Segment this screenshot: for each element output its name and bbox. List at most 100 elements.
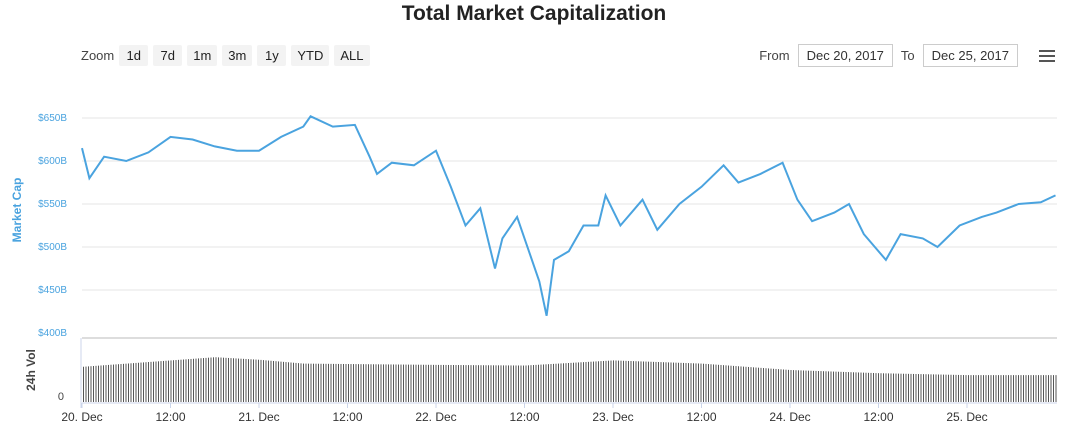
volume-bar: [178, 359, 179, 402]
volume-bar: [420, 364, 422, 402]
volume-bar: [908, 373, 909, 402]
volume-bar: [250, 359, 252, 402]
volume-bar: [108, 364, 109, 402]
zoom-1m-button[interactable]: 1m: [187, 45, 218, 66]
volume-bar: [988, 375, 989, 402]
volume-bar: [823, 371, 824, 402]
volume-bar: [175, 360, 177, 402]
zoom-ytd-button[interactable]: YTD: [291, 45, 330, 66]
volume-bar: [235, 358, 237, 402]
volume-bar: [715, 364, 717, 402]
volume-bar: [828, 371, 829, 402]
volume-bar: [963, 375, 964, 402]
volume-bar: [680, 362, 682, 402]
volume-bar: [213, 357, 214, 402]
volume-bar: [1008, 375, 1009, 402]
volume-bar: [703, 363, 704, 402]
volume-bar: [93, 366, 94, 402]
volume-bar: [923, 374, 924, 402]
volume-bar: [313, 363, 314, 402]
volume-bar: [445, 364, 447, 402]
volume-bar: [278, 361, 279, 402]
volume-bar: [735, 366, 737, 402]
volume-bar: [270, 360, 272, 402]
from-date-input[interactable]: Dec 20, 2017: [797, 44, 893, 67]
to-date-input[interactable]: Dec 25, 2017: [922, 44, 1018, 67]
hamburger-icon[interactable]: [1039, 50, 1055, 65]
volume-bar: [150, 361, 152, 402]
volume-bar: [85, 366, 87, 402]
volume-bar: [298, 363, 299, 402]
volume-bar: [1025, 375, 1027, 402]
volume-bar: [768, 368, 769, 402]
x-tick-label: 22. Dec: [415, 410, 456, 424]
volume-bar: [890, 373, 892, 402]
volume-bar: [450, 364, 452, 402]
volume-bar: [180, 359, 182, 402]
volume-bar: [380, 364, 382, 402]
volume-bar: [333, 363, 334, 402]
volume-bar: [90, 366, 92, 402]
volume-bar: [888, 373, 889, 402]
volume-bar: [540, 364, 542, 402]
volume-bar: [110, 364, 112, 402]
volume-bar: [233, 358, 234, 402]
volume-bar: [718, 364, 719, 402]
x-tick-label: 21. Dec: [238, 410, 279, 424]
zoom-3m-button[interactable]: 3m: [222, 45, 253, 66]
volume-bar: [975, 375, 977, 402]
volume-bar: [515, 365, 517, 402]
volume-bar: [643, 361, 644, 402]
volume-bar: [653, 361, 654, 402]
volume-bar: [775, 368, 777, 402]
volume-bar: [393, 364, 394, 402]
zoom-all-button[interactable]: ALL: [334, 45, 370, 66]
volume-bar: [173, 360, 174, 402]
volume-bar: [633, 361, 634, 402]
x-tick-label: 20. Dec: [61, 410, 102, 424]
volume-bar: [135, 362, 137, 402]
volume-bar: [753, 367, 754, 402]
volume-bar: [880, 373, 882, 402]
volume-bar: [500, 365, 502, 402]
volume-bar: [305, 363, 307, 402]
volume-bar: [140, 362, 142, 402]
volume-bar: [1043, 375, 1044, 402]
volume-bar: [710, 364, 712, 402]
volume-bar: [428, 364, 429, 402]
volume-bar: [728, 365, 729, 402]
volume-bar: [683, 362, 684, 402]
volume-bar: [208, 357, 209, 402]
volume-bar: [705, 363, 707, 402]
volume-bar: [983, 375, 984, 402]
volume-bar: [830, 371, 832, 402]
zoom-1y-button[interactable]: 1y: [257, 45, 287, 66]
volume-bar: [498, 365, 499, 402]
volume-bar: [365, 364, 367, 402]
zoom-7d-button[interactable]: 7d: [153, 45, 183, 66]
volume-bar: [83, 366, 84, 402]
volume-bar: [600, 361, 602, 402]
volume-bar: [340, 363, 342, 402]
volume-bar: [900, 373, 902, 402]
from-label: From: [759, 48, 790, 63]
volume-bar: [190, 358, 192, 402]
volume-bar: [228, 357, 229, 402]
volume-bar: [620, 360, 622, 402]
x-tick-label: 23. Dec: [592, 410, 633, 424]
volume-bar: [470, 365, 472, 402]
volume-bar: [913, 373, 914, 402]
volume-bar: [103, 365, 104, 402]
x-tick-label: 12:00: [686, 410, 716, 424]
volume-bar: [120, 364, 122, 402]
date-range: From Dec 20, 2017 To Dec 25, 2017: [759, 44, 1018, 67]
volume-bar: [1053, 375, 1054, 402]
volume-bar: [783, 369, 784, 402]
volume-bar: [978, 375, 979, 402]
zoom-1d-button[interactable]: 1d: [119, 45, 149, 66]
volume-bar: [958, 374, 959, 402]
volume-bar: [698, 363, 699, 402]
volume-bar: [690, 363, 692, 402]
volume-bar: [628, 360, 629, 402]
volume-bar: [283, 361, 284, 402]
